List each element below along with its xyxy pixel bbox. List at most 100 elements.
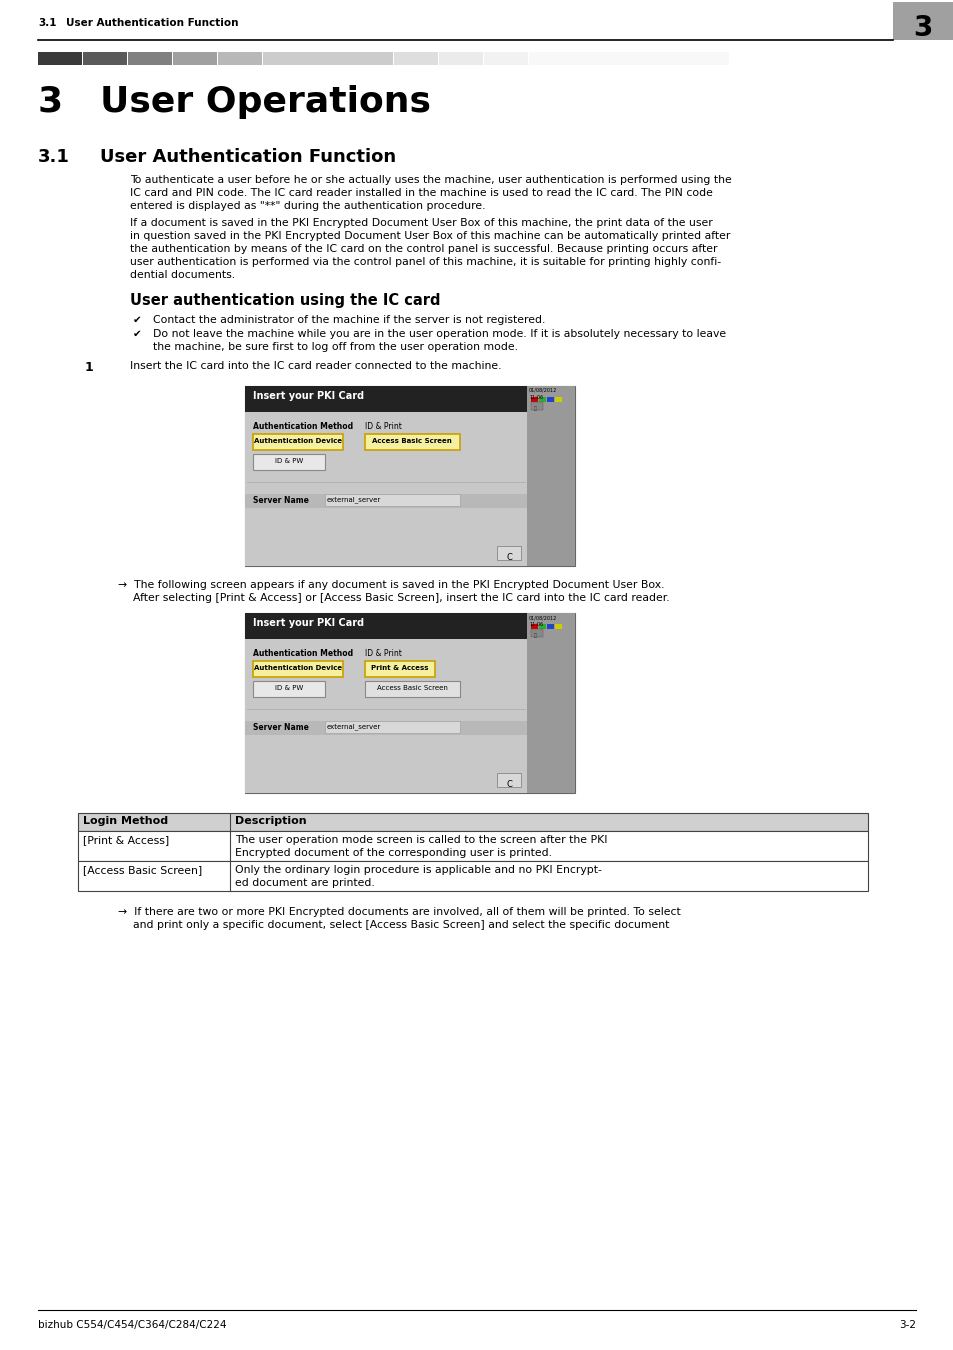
Bar xyxy=(245,494,526,508)
Text: Insert the IC card into the IC card reader connected to the machine.: Insert the IC card into the IC card read… xyxy=(130,360,501,371)
Text: C: C xyxy=(505,780,512,788)
Bar xyxy=(365,680,459,697)
Bar xyxy=(529,53,728,65)
Text: ✔: ✔ xyxy=(132,329,142,339)
Bar xyxy=(325,494,459,506)
Bar xyxy=(263,53,393,65)
Bar xyxy=(546,397,554,402)
Text: Authentication Device: Authentication Device xyxy=(253,437,342,444)
Text: Authentication Method: Authentication Method xyxy=(253,649,353,657)
Text: ID & PW: ID & PW xyxy=(274,684,303,691)
Bar xyxy=(245,721,526,734)
Text: Encrypted document of the corresponding user is printed.: Encrypted document of the corresponding … xyxy=(234,848,552,859)
Text: 🔒: 🔒 xyxy=(533,406,536,410)
Bar xyxy=(83,53,127,65)
Bar xyxy=(253,454,325,470)
Text: Contact the administrator of the machine if the server is not registered.: Contact the administrator of the machine… xyxy=(152,315,545,325)
Text: IC card and PIN code. The IC card reader installed in the machine is used to rea: IC card and PIN code. The IC card reader… xyxy=(130,188,712,198)
Text: the machine, be sure first to log off from the user operation mode.: the machine, be sure first to log off fr… xyxy=(152,342,517,352)
Bar xyxy=(483,53,527,65)
Bar xyxy=(438,53,482,65)
Bar xyxy=(531,629,542,637)
Bar xyxy=(78,861,867,891)
Text: 01/08/2012: 01/08/2012 xyxy=(529,387,557,393)
Bar xyxy=(253,662,343,676)
Text: Access Basic Screen: Access Basic Screen xyxy=(372,437,452,444)
Text: C: C xyxy=(505,554,512,562)
Text: ed document are printed.: ed document are printed. xyxy=(234,878,375,888)
Bar xyxy=(245,613,526,639)
Bar xyxy=(555,624,561,629)
Text: Authentication Method: Authentication Method xyxy=(253,423,353,431)
Bar xyxy=(245,613,575,792)
Text: User Operations: User Operations xyxy=(100,85,431,119)
Text: the authentication by means of the IC card on the control panel is successful. B: the authentication by means of the IC ca… xyxy=(130,244,717,254)
Text: 3-2: 3-2 xyxy=(898,1320,915,1330)
Text: dential documents.: dential documents. xyxy=(130,270,234,279)
Bar xyxy=(245,386,575,566)
Text: 3.1: 3.1 xyxy=(38,148,70,166)
Bar xyxy=(365,662,435,676)
Text: After selecting [Print & Access] or [Access Basic Screen], insert the IC card in: After selecting [Print & Access] or [Acc… xyxy=(132,593,669,603)
Bar xyxy=(526,613,575,792)
Text: User authentication using the IC card: User authentication using the IC card xyxy=(130,293,440,308)
Text: Description: Description xyxy=(234,815,306,826)
Bar xyxy=(526,386,575,566)
Text: [Access Basic Screen]: [Access Basic Screen] xyxy=(83,865,202,875)
Bar xyxy=(245,412,526,566)
Text: ID & PW: ID & PW xyxy=(274,458,303,464)
Text: Login Method: Login Method xyxy=(83,815,168,826)
Text: To authenticate a user before he or she actually uses the machine, user authenti: To authenticate a user before he or she … xyxy=(130,176,731,185)
Bar xyxy=(538,624,545,629)
Text: Insert your PKI Card: Insert your PKI Card xyxy=(253,392,364,401)
Text: 3: 3 xyxy=(912,14,932,42)
Bar xyxy=(172,53,216,65)
Bar xyxy=(365,433,459,450)
Bar xyxy=(538,397,545,402)
Bar xyxy=(253,680,325,697)
Bar xyxy=(325,721,459,733)
Text: 01/08/2012: 01/08/2012 xyxy=(529,616,557,620)
Text: ID & Print: ID & Print xyxy=(365,423,401,431)
Text: Server Name: Server Name xyxy=(253,724,309,732)
Text: If a document is saved in the PKI Encrypted Document User Box of this machine, t: If a document is saved in the PKI Encryp… xyxy=(130,217,712,228)
Text: →  If there are two or more PKI Encrypted documents are involved, all of them wi: → If there are two or more PKI Encrypted… xyxy=(118,907,680,917)
Bar xyxy=(531,397,537,402)
Bar xyxy=(245,386,526,412)
Bar xyxy=(38,53,82,65)
Bar xyxy=(78,832,867,861)
Text: ✔: ✔ xyxy=(132,315,142,325)
Text: user authentication is performed via the control panel of this machine, it is su: user authentication is performed via the… xyxy=(130,256,720,267)
Text: Only the ordinary login procedure is applicable and no PKI Encrypt-: Only the ordinary login procedure is app… xyxy=(234,865,601,875)
Bar xyxy=(892,1,953,40)
Bar xyxy=(245,639,526,792)
Text: Server Name: Server Name xyxy=(253,495,309,505)
Text: Do not leave the machine while you are in the user operation mode. If it is abso: Do not leave the machine while you are i… xyxy=(152,329,725,339)
Bar xyxy=(253,433,343,450)
Text: bizhub C554/C454/C364/C284/C224: bizhub C554/C454/C364/C284/C224 xyxy=(38,1320,226,1330)
Bar xyxy=(78,813,867,832)
Text: User Authentication Function: User Authentication Function xyxy=(66,18,238,28)
Bar xyxy=(128,53,172,65)
Bar xyxy=(531,402,542,410)
Text: external_server: external_server xyxy=(327,724,381,730)
Text: The user operation mode screen is called to the screen after the PKI: The user operation mode screen is called… xyxy=(234,836,607,845)
Text: Authentication Device: Authentication Device xyxy=(253,666,342,671)
Text: Print & Access: Print & Access xyxy=(371,666,428,671)
Text: 11:06: 11:06 xyxy=(529,396,542,400)
Bar xyxy=(555,397,561,402)
Text: 1: 1 xyxy=(85,360,93,374)
Text: 🔒: 🔒 xyxy=(533,633,536,639)
Text: →  The following screen appears if any document is saved in the PKI Encrypted Do: → The following screen appears if any do… xyxy=(118,580,664,590)
Text: ID & Print: ID & Print xyxy=(365,649,401,657)
Text: entered is displayed as "**" during the authentication procedure.: entered is displayed as "**" during the … xyxy=(130,201,485,211)
Bar xyxy=(497,774,520,787)
Bar xyxy=(394,53,437,65)
Text: 3.1: 3.1 xyxy=(38,18,56,28)
Text: [Print & Access]: [Print & Access] xyxy=(83,836,169,845)
Text: Access Basic Screen: Access Basic Screen xyxy=(376,684,447,691)
Text: Insert your PKI Card: Insert your PKI Card xyxy=(253,618,364,628)
Bar xyxy=(531,624,537,629)
Text: in question saved in the PKI Encrypted Document User Box of this machine can be : in question saved in the PKI Encrypted D… xyxy=(130,231,730,242)
Text: 3: 3 xyxy=(38,85,63,119)
